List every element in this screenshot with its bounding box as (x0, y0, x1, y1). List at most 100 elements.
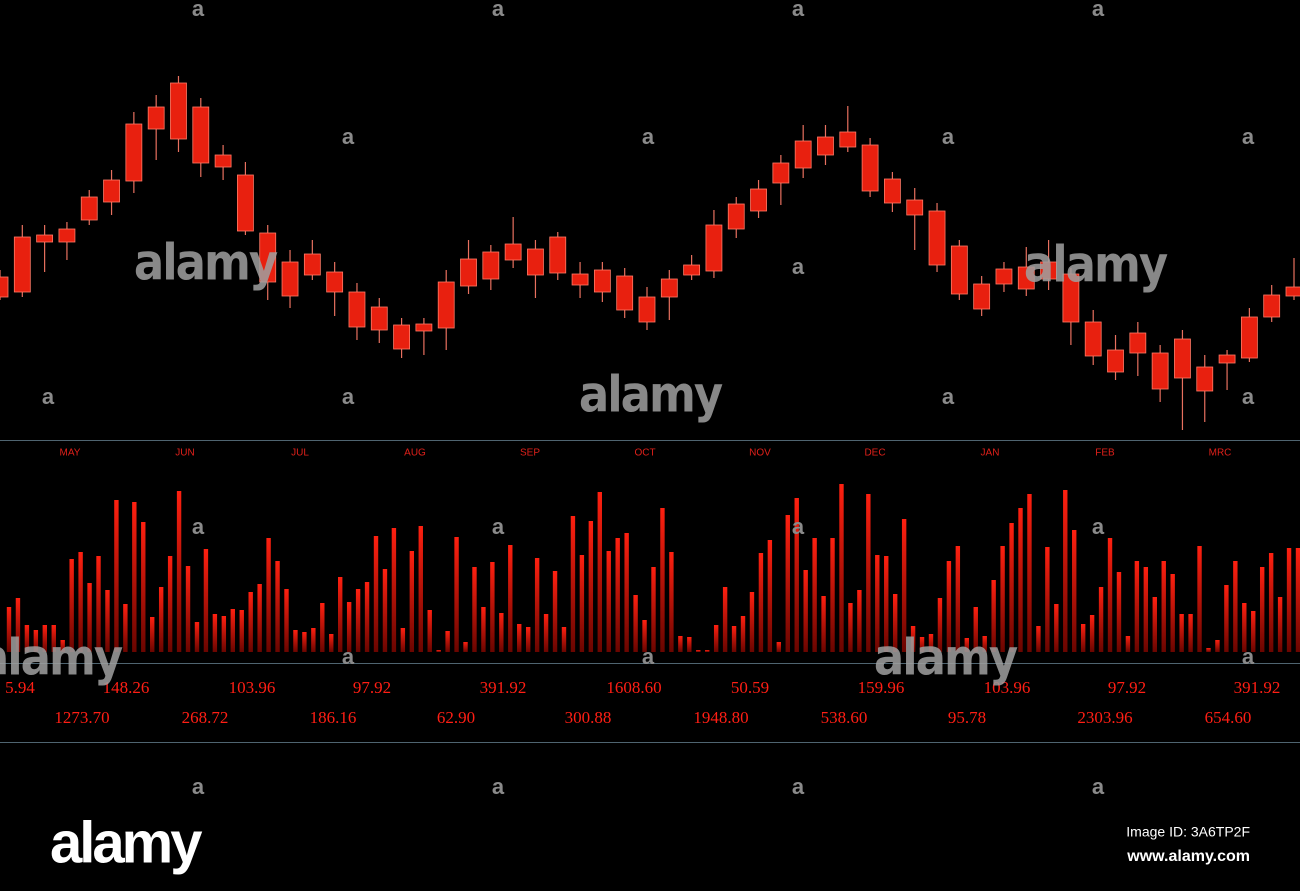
candle-body (482, 251, 500, 280)
candle-body (1240, 316, 1258, 359)
volume-bar (776, 642, 782, 652)
volume-bar (1259, 567, 1265, 652)
candle-body (1107, 349, 1124, 373)
value-label: 159.96 (858, 678, 905, 697)
volume-bar (1027, 494, 1032, 652)
volume-bar (749, 592, 755, 652)
volume-bar (901, 519, 907, 652)
candle-body (973, 283, 991, 310)
volume-bar (1089, 615, 1095, 652)
watermark-logo: alamy (134, 234, 278, 292)
volume-bar (436, 650, 441, 652)
volume-bar (606, 551, 611, 652)
candle-body (460, 258, 477, 287)
volume-bar (185, 566, 191, 652)
volume-bar (1224, 585, 1229, 652)
volume-bar (69, 559, 74, 652)
volume-bar (1170, 574, 1175, 652)
volume-bar (221, 616, 227, 652)
value-label: 391.92 (480, 678, 527, 697)
month-label: AUG (404, 448, 426, 459)
value-label: 1273.70 (54, 708, 109, 727)
watermark-mark: a (942, 384, 955, 409)
volume-bar (463, 642, 468, 652)
candle-body (1084, 321, 1102, 357)
volume-bar (561, 627, 567, 652)
month-label: SEP (520, 448, 540, 459)
candle-body (0, 276, 9, 298)
volume-bar (1134, 561, 1140, 652)
candle-body (504, 243, 522, 261)
value-label: 391.92 (1234, 678, 1281, 697)
volume-bar (794, 498, 799, 652)
volume-bar (391, 528, 397, 652)
candle-body (683, 264, 701, 276)
volume-bar (6, 607, 12, 652)
volume-bar (848, 603, 853, 652)
volume-bar (1188, 614, 1193, 652)
volume-bar (472, 567, 477, 652)
month-label: DEC (864, 448, 885, 459)
volume-bar (705, 650, 710, 652)
volume-bar (114, 500, 119, 652)
candle-body (950, 245, 968, 295)
volume-bar (1072, 530, 1077, 652)
candle-body (13, 236, 31, 293)
volume-bar (713, 625, 719, 652)
volume-bar (803, 570, 808, 652)
candle-body (1062, 273, 1080, 323)
candle-body (995, 268, 1013, 285)
volume-bar (203, 549, 209, 652)
watermark-mark: a (642, 124, 655, 149)
value-label: 5.94 (5, 678, 35, 697)
value-label: 50.59 (731, 678, 769, 697)
volume-bar (660, 508, 665, 652)
candle-body (616, 275, 634, 311)
volume-bars (6, 484, 1300, 652)
value-label: 62.90 (437, 708, 475, 727)
volume-bar (400, 628, 406, 652)
volume-bar (919, 637, 925, 652)
month-labels: MAY JUN JUL AUG SEP OCT NOV DEC JAN FEB MRC (60, 448, 1232, 459)
volume-bar (866, 494, 871, 652)
candle-body (80, 196, 98, 221)
volume-bar (740, 616, 746, 652)
watermark-mark: a (492, 0, 505, 21)
candle-body (772, 162, 790, 184)
volume-bar (678, 636, 683, 652)
candle-body (393, 324, 410, 350)
volume-bar (767, 540, 773, 652)
candle-body (192, 106, 210, 164)
volume-bar (615, 538, 620, 652)
volume-bar (570, 516, 576, 652)
candle-body (638, 296, 656, 323)
candle-body (1040, 261, 1057, 280)
candle-body (861, 144, 879, 192)
volume-bar (830, 538, 835, 652)
volume-bar (579, 555, 585, 652)
volume-bar (821, 596, 826, 652)
volume-bar (1161, 561, 1166, 652)
month-label: NOV (749, 448, 771, 459)
volume-bar (33, 630, 39, 652)
watermark-mark: a (492, 774, 505, 799)
candle-body (1151, 352, 1169, 390)
volume-bar (320, 603, 325, 652)
volume-bar (785, 515, 790, 652)
value-label: 654.60 (1205, 708, 1252, 727)
volume-bar (946, 561, 952, 652)
candle-body (839, 131, 857, 148)
candle-body (103, 179, 120, 203)
volume-bar (1107, 538, 1113, 652)
volume-bar (525, 627, 531, 652)
volume-bar (1116, 572, 1122, 652)
candle-body (1196, 366, 1214, 392)
watermark-mark: a (792, 514, 805, 539)
volume-bar (1080, 624, 1086, 652)
volume-bar (1152, 597, 1157, 652)
watermark-mark: a (642, 644, 655, 669)
watermark-logo: alamy (874, 629, 1018, 687)
volume-bar (42, 625, 48, 652)
value-label: 103.96 (229, 678, 276, 697)
candle-body (527, 248, 544, 276)
